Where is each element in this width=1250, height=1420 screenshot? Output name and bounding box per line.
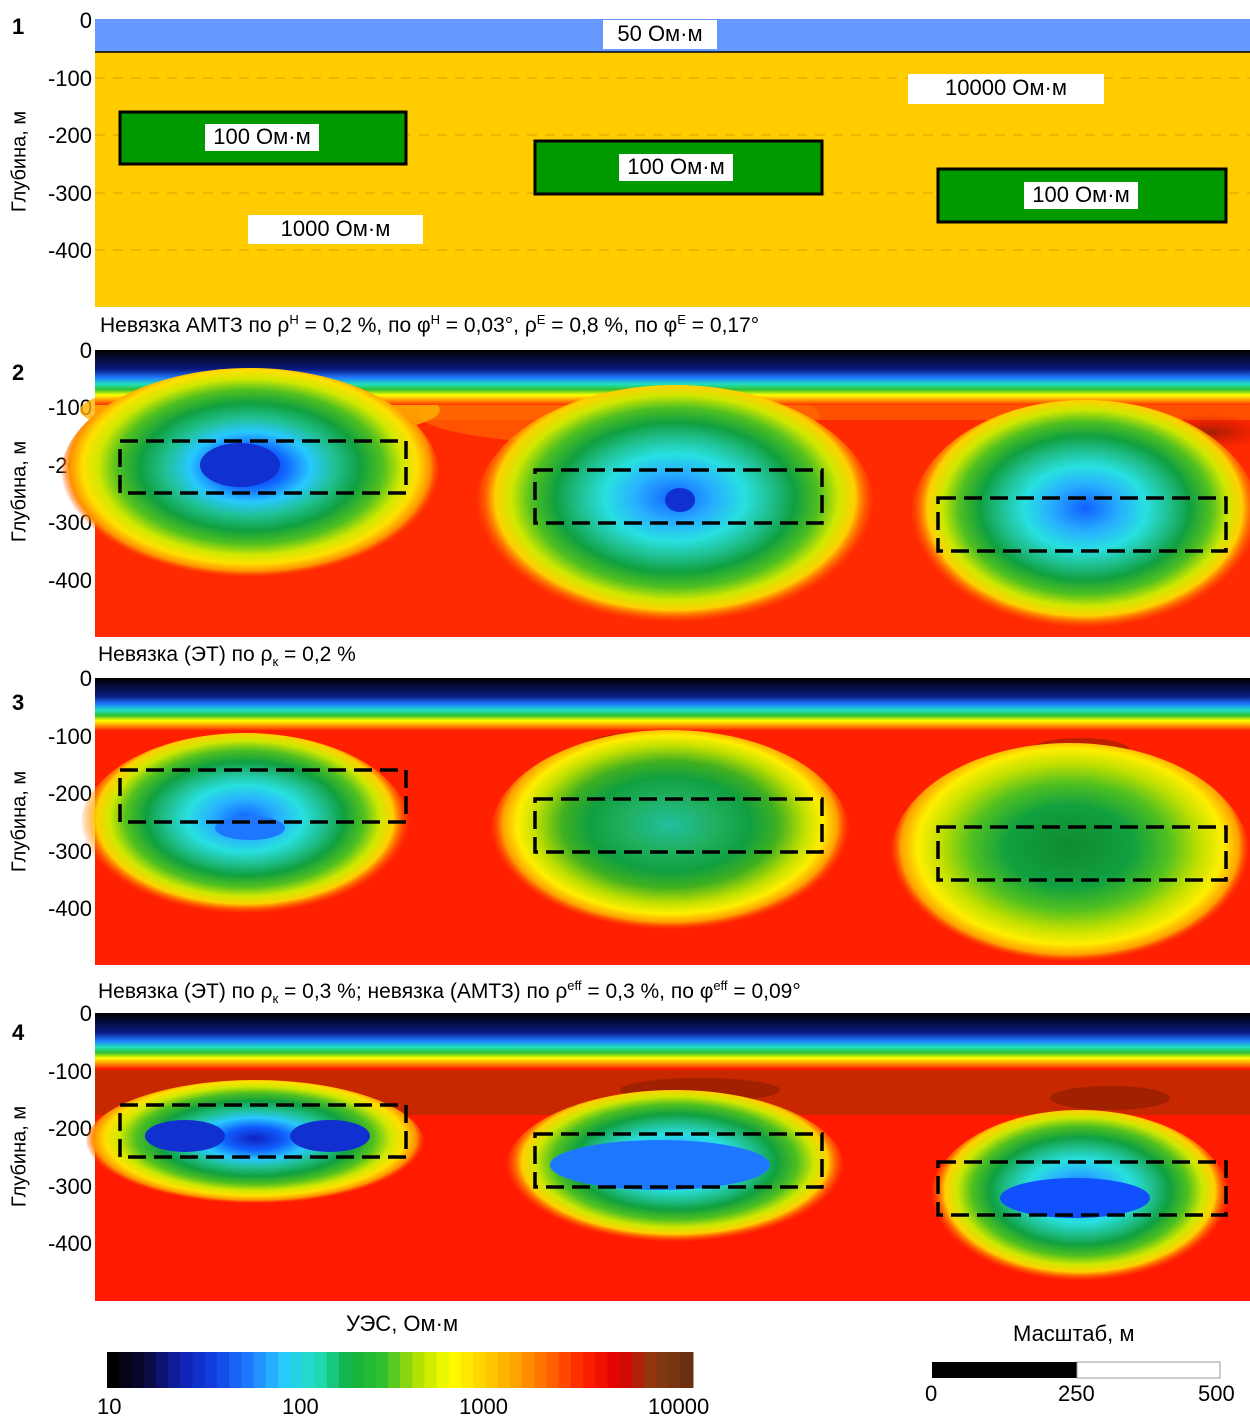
colorbar-swatch — [241, 1352, 254, 1388]
colorbar — [107, 1352, 694, 1388]
p2-tick-0: 0 — [79, 338, 92, 363]
block-3-label: 100 Ом·м — [1032, 182, 1130, 207]
colorbar-swatch — [546, 1352, 560, 1388]
background-high-label: 10000 Ом·м — [945, 75, 1067, 100]
colorbar-swatch — [461, 1352, 474, 1388]
p3-tick-400: -400 — [47, 896, 92, 921]
p4-tick-400: -400 — [47, 1231, 92, 1256]
colorbar-swatch — [131, 1352, 145, 1388]
panel-2-inversion — [60, 350, 1250, 640]
colorbar-swatch — [497, 1352, 511, 1388]
colorbar-swatch — [607, 1352, 621, 1388]
p3-tick-0: 0 — [79, 666, 92, 691]
colorbar-swatch — [192, 1352, 206, 1388]
p4-tick-0: 0 — [79, 1001, 92, 1026]
colorbar-swatch — [326, 1352, 340, 1388]
panel-3-inversion — [80, 678, 1250, 973]
colorbar-swatch — [302, 1352, 316, 1388]
scale-bar — [932, 1361, 1221, 1379]
p1-tick-200: -200 — [47, 123, 92, 148]
colorbar-swatch — [558, 1352, 572, 1388]
p2-tick-400: -400 — [47, 568, 92, 593]
colorbar-swatch — [534, 1352, 547, 1388]
colorbar-swatch — [680, 1352, 694, 1388]
p4-tick-300: -300 — [47, 1174, 92, 1199]
colorbar-swatch — [522, 1352, 535, 1388]
panel-1-number: 1 — [12, 14, 25, 39]
colorbar-swatch — [277, 1352, 291, 1388]
colorbar-swatch — [119, 1352, 132, 1388]
scale-tick-250: 250 — [1058, 1381, 1095, 1406]
scale-tick-0: 0 — [925, 1381, 938, 1406]
panel-2-caption: Невязка АМТЗ по ρH = 0,2 %, по φH = 0,03… — [100, 312, 760, 337]
p3-tick-200: -200 — [47, 781, 92, 806]
panel-4-inversion — [85, 1013, 1250, 1301]
scale-title: Масштаб, м — [1013, 1321, 1135, 1346]
colorbar-swatch — [351, 1352, 364, 1388]
colorbar-swatch — [631, 1352, 645, 1388]
p1-tick-100: -100 — [47, 66, 92, 91]
colorbar-swatch — [253, 1352, 267, 1388]
p1-tick-0: 0 — [79, 8, 92, 33]
p4-tick-200: -200 — [47, 1116, 92, 1141]
colorbar-swatch — [595, 1352, 609, 1388]
colorbar-swatch — [668, 1352, 682, 1388]
colorbar-swatch — [583, 1352, 596, 1388]
colorbar-swatch — [473, 1352, 486, 1388]
block-2-label: 100 Ом·м — [627, 154, 725, 179]
colorbar-swatch — [290, 1352, 303, 1388]
colorbar-swatch — [412, 1352, 425, 1388]
p1-tick-300: -300 — [47, 181, 92, 206]
colorbar-tick-10000: 10000 — [648, 1394, 710, 1419]
block-1-label: 100 Ом·м — [213, 124, 311, 149]
colorbar-swatch — [168, 1352, 181, 1388]
colorbar-swatch — [107, 1352, 120, 1388]
panel-3-caption: Невязка (ЭТ) по ρк = 0,2 % — [98, 643, 356, 670]
colorbar-swatch — [400, 1352, 413, 1388]
scale-tick-500: 500 — [1198, 1381, 1235, 1406]
panel-3-block-outlines — [118, 768, 1228, 882]
colorbar-swatch — [216, 1352, 230, 1388]
colorbar-tick-1000: 1000 — [459, 1394, 508, 1419]
background-low-label: 1000 Ом·м — [280, 216, 391, 241]
colorbar-swatch — [656, 1352, 670, 1388]
colorbar-swatch — [448, 1352, 462, 1388]
panel-4-caption: Невязка (ЭТ) по ρк = 0,3 %; невязка (АМТ… — [98, 978, 801, 1007]
panel-3-number: 3 — [12, 690, 25, 715]
colorbar-swatch — [363, 1352, 377, 1388]
panel-1-model — [95, 19, 1250, 307]
colorbar-swatch — [314, 1352, 328, 1388]
colorbar-swatch — [204, 1352, 218, 1388]
panel-2-block-outlines — [118, 439, 1228, 553]
colorbar-title: УЭС, Ом·м — [346, 1311, 459, 1336]
colorbar-swatch — [338, 1352, 352, 1388]
colorbar-tick-100: 100 — [282, 1394, 319, 1419]
colorbar-swatch — [436, 1352, 450, 1388]
p3-tick-100: -100 — [47, 724, 92, 749]
p4-tick-100: -100 — [47, 1059, 92, 1084]
top-layer-label: 50 Ом·м — [617, 21, 703, 46]
colorbar-swatch — [143, 1352, 157, 1388]
colorbar-swatch — [644, 1352, 657, 1388]
colorbar-swatch — [180, 1352, 193, 1388]
colorbar-swatch — [485, 1352, 499, 1388]
colorbar-swatch — [424, 1352, 438, 1388]
colorbar-swatch — [375, 1352, 389, 1388]
colorbar-swatch — [265, 1352, 279, 1388]
colorbar-swatch — [155, 1352, 169, 1388]
colorbar-swatch — [570, 1352, 584, 1388]
colorbar-tick-10: 10 — [97, 1394, 122, 1419]
panel-4-number: 4 — [12, 1020, 25, 1045]
p1-tick-400: -400 — [47, 238, 92, 263]
colorbar-swatch — [619, 1352, 633, 1388]
panel-4-block-outlines — [118, 1103, 1228, 1217]
colorbar-swatch — [229, 1352, 242, 1388]
colorbar-swatch — [509, 1352, 523, 1388]
panel-2-number: 2 — [12, 360, 25, 385]
colorbar-swatch — [387, 1352, 401, 1388]
